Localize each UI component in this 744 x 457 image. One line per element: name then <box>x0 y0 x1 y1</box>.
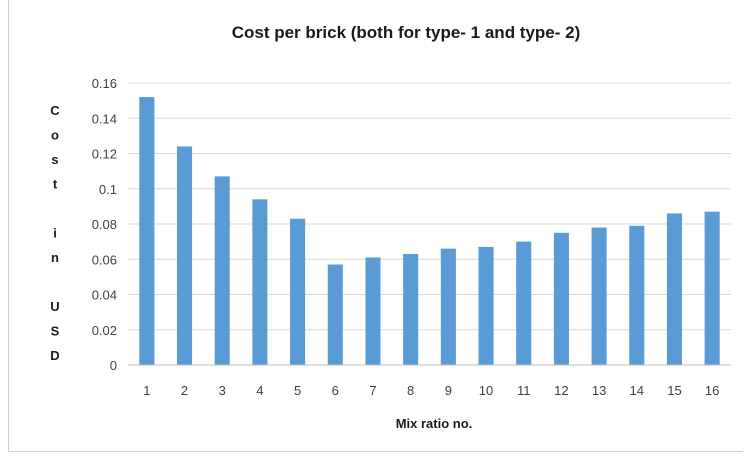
y-axis-label-char: s <box>51 152 58 167</box>
y-tick-label: 0.14 <box>92 111 117 126</box>
y-axis-tick-labels: 0 0.02 0.04 0.06 0.08 0.1 0.12 0.14 0.16 <box>92 76 117 373</box>
y-axis-label-char: C <box>50 103 60 118</box>
x-tick-label: 9 <box>445 383 452 398</box>
y-tick-label: 0.12 <box>92 147 117 162</box>
x-tick-label: 8 <box>407 383 414 398</box>
bars <box>139 97 720 365</box>
x-tick-label: 16 <box>705 383 719 398</box>
y-axis-label-char: S <box>51 324 60 339</box>
x-tick-label: 10 <box>479 383 493 398</box>
x-tick-label: 4 <box>256 383 263 398</box>
y-tick-label: 0.06 <box>92 252 117 267</box>
x-tick-label: 1 <box>143 383 150 398</box>
x-axis-label: Mix ratio no. <box>396 416 473 431</box>
y-axis-label-char: U <box>50 299 59 314</box>
y-axis-label: Cost in USD <box>50 103 60 363</box>
y-tick-label: 0.02 <box>92 323 117 338</box>
y-tick-label: 0 <box>110 358 117 373</box>
bar <box>704 211 720 365</box>
bar-chart: Cost per brick (both for type- 1 and typ… <box>50 23 731 431</box>
bar <box>553 232 569 365</box>
x-axis-tick-labels: 1 2 3 4 5 6 7 8 9 10 11 12 13 14 15 16 <box>143 383 719 398</box>
chart-title: Cost per brick (both for type- 1 and typ… <box>232 23 581 42</box>
chart-area: Cost per brick (both for type- 1 and typ… <box>8 0 743 452</box>
bar <box>666 213 683 365</box>
x-tick-label: 5 <box>294 383 301 398</box>
y-tick-label: 0.04 <box>92 288 117 303</box>
bar <box>403 253 419 365</box>
x-tick-label: 11 <box>517 383 531 398</box>
y-axis-label-char: D <box>50 348 59 363</box>
bar <box>214 176 230 365</box>
x-tick-label: 12 <box>554 383 568 398</box>
y-axis-label-char: o <box>51 128 59 143</box>
y-axis-label-char: i <box>53 226 57 241</box>
bar <box>478 246 494 365</box>
bar <box>290 218 306 365</box>
x-tick-label: 13 <box>592 383 606 398</box>
bar <box>516 241 532 365</box>
bar <box>365 257 381 365</box>
bar <box>252 199 268 365</box>
bar <box>591 227 607 365</box>
x-tick-label: 6 <box>332 383 339 398</box>
y-tick-label: 0.16 <box>92 76 117 91</box>
bar <box>440 248 456 365</box>
x-tick-label: 7 <box>369 383 376 398</box>
x-tick-label: 3 <box>219 383 226 398</box>
y-tick-label: 0.08 <box>92 217 117 232</box>
bar <box>629 225 645 365</box>
bar <box>139 97 155 365</box>
y-axis-label-char: t <box>53 177 58 192</box>
bar <box>327 264 343 365</box>
y-tick-label: 0.1 <box>99 182 117 197</box>
x-tick-label: 2 <box>181 383 188 398</box>
x-tick-label: 14 <box>630 383 644 398</box>
x-tick-label: 15 <box>667 383 681 398</box>
bar <box>176 146 193 365</box>
y-axis-label-char: n <box>51 250 59 265</box>
